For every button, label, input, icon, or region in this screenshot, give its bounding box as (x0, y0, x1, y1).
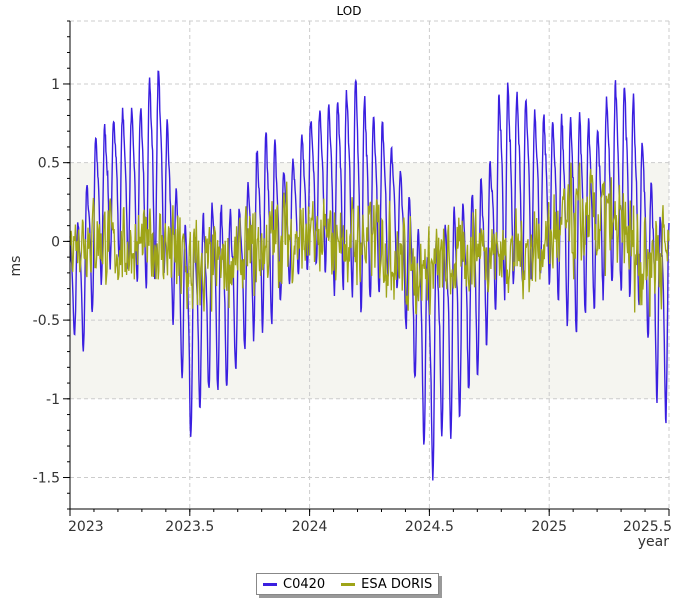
x-axis-title: year (638, 534, 669, 550)
y-tick-label: 1 (51, 77, 60, 93)
x-tick-label: 2025.5 (623, 519, 672, 535)
legend-item-c0420[interactable]: C0420 (263, 577, 325, 592)
legend: C0420 ESA DORIS (256, 573, 440, 595)
x-tick-label: 2024 (292, 519, 328, 535)
axes: -1.5 -1 -0.5 0 0.5 1 2023 2023.5 2024 2024.5 2025 2… (33, 20, 672, 535)
series-layer (69, 70, 670, 481)
y-tick-label: 0.5 (38, 156, 60, 172)
legend-label-c0420: C0420 (283, 576, 326, 592)
series-line-esa-doris (69, 162, 670, 317)
legend-label-esa-doris: ESA DORIS (361, 576, 433, 592)
y-tick-label: -0.5 (33, 313, 60, 329)
x-tick-label: 2025 (531, 519, 567, 535)
legend-swatch-c0420 (263, 582, 277, 586)
legend-swatch-esa-doris (341, 582, 356, 586)
x-tick-label: 2023 (68, 519, 104, 535)
y-axis-title: ms (8, 256, 24, 277)
y-tick-label: -1 (46, 392, 60, 408)
legend-item-esa-doris[interactable]: ESA DORIS (341, 577, 432, 592)
y-tick-label: 0 (51, 234, 60, 250)
x-tick-label: 2023.5 (165, 519, 214, 535)
x-tick-label: 2024.5 (405, 519, 454, 535)
chart-title: LOD (337, 4, 362, 18)
y-tick-label: -1.5 (33, 471, 60, 487)
